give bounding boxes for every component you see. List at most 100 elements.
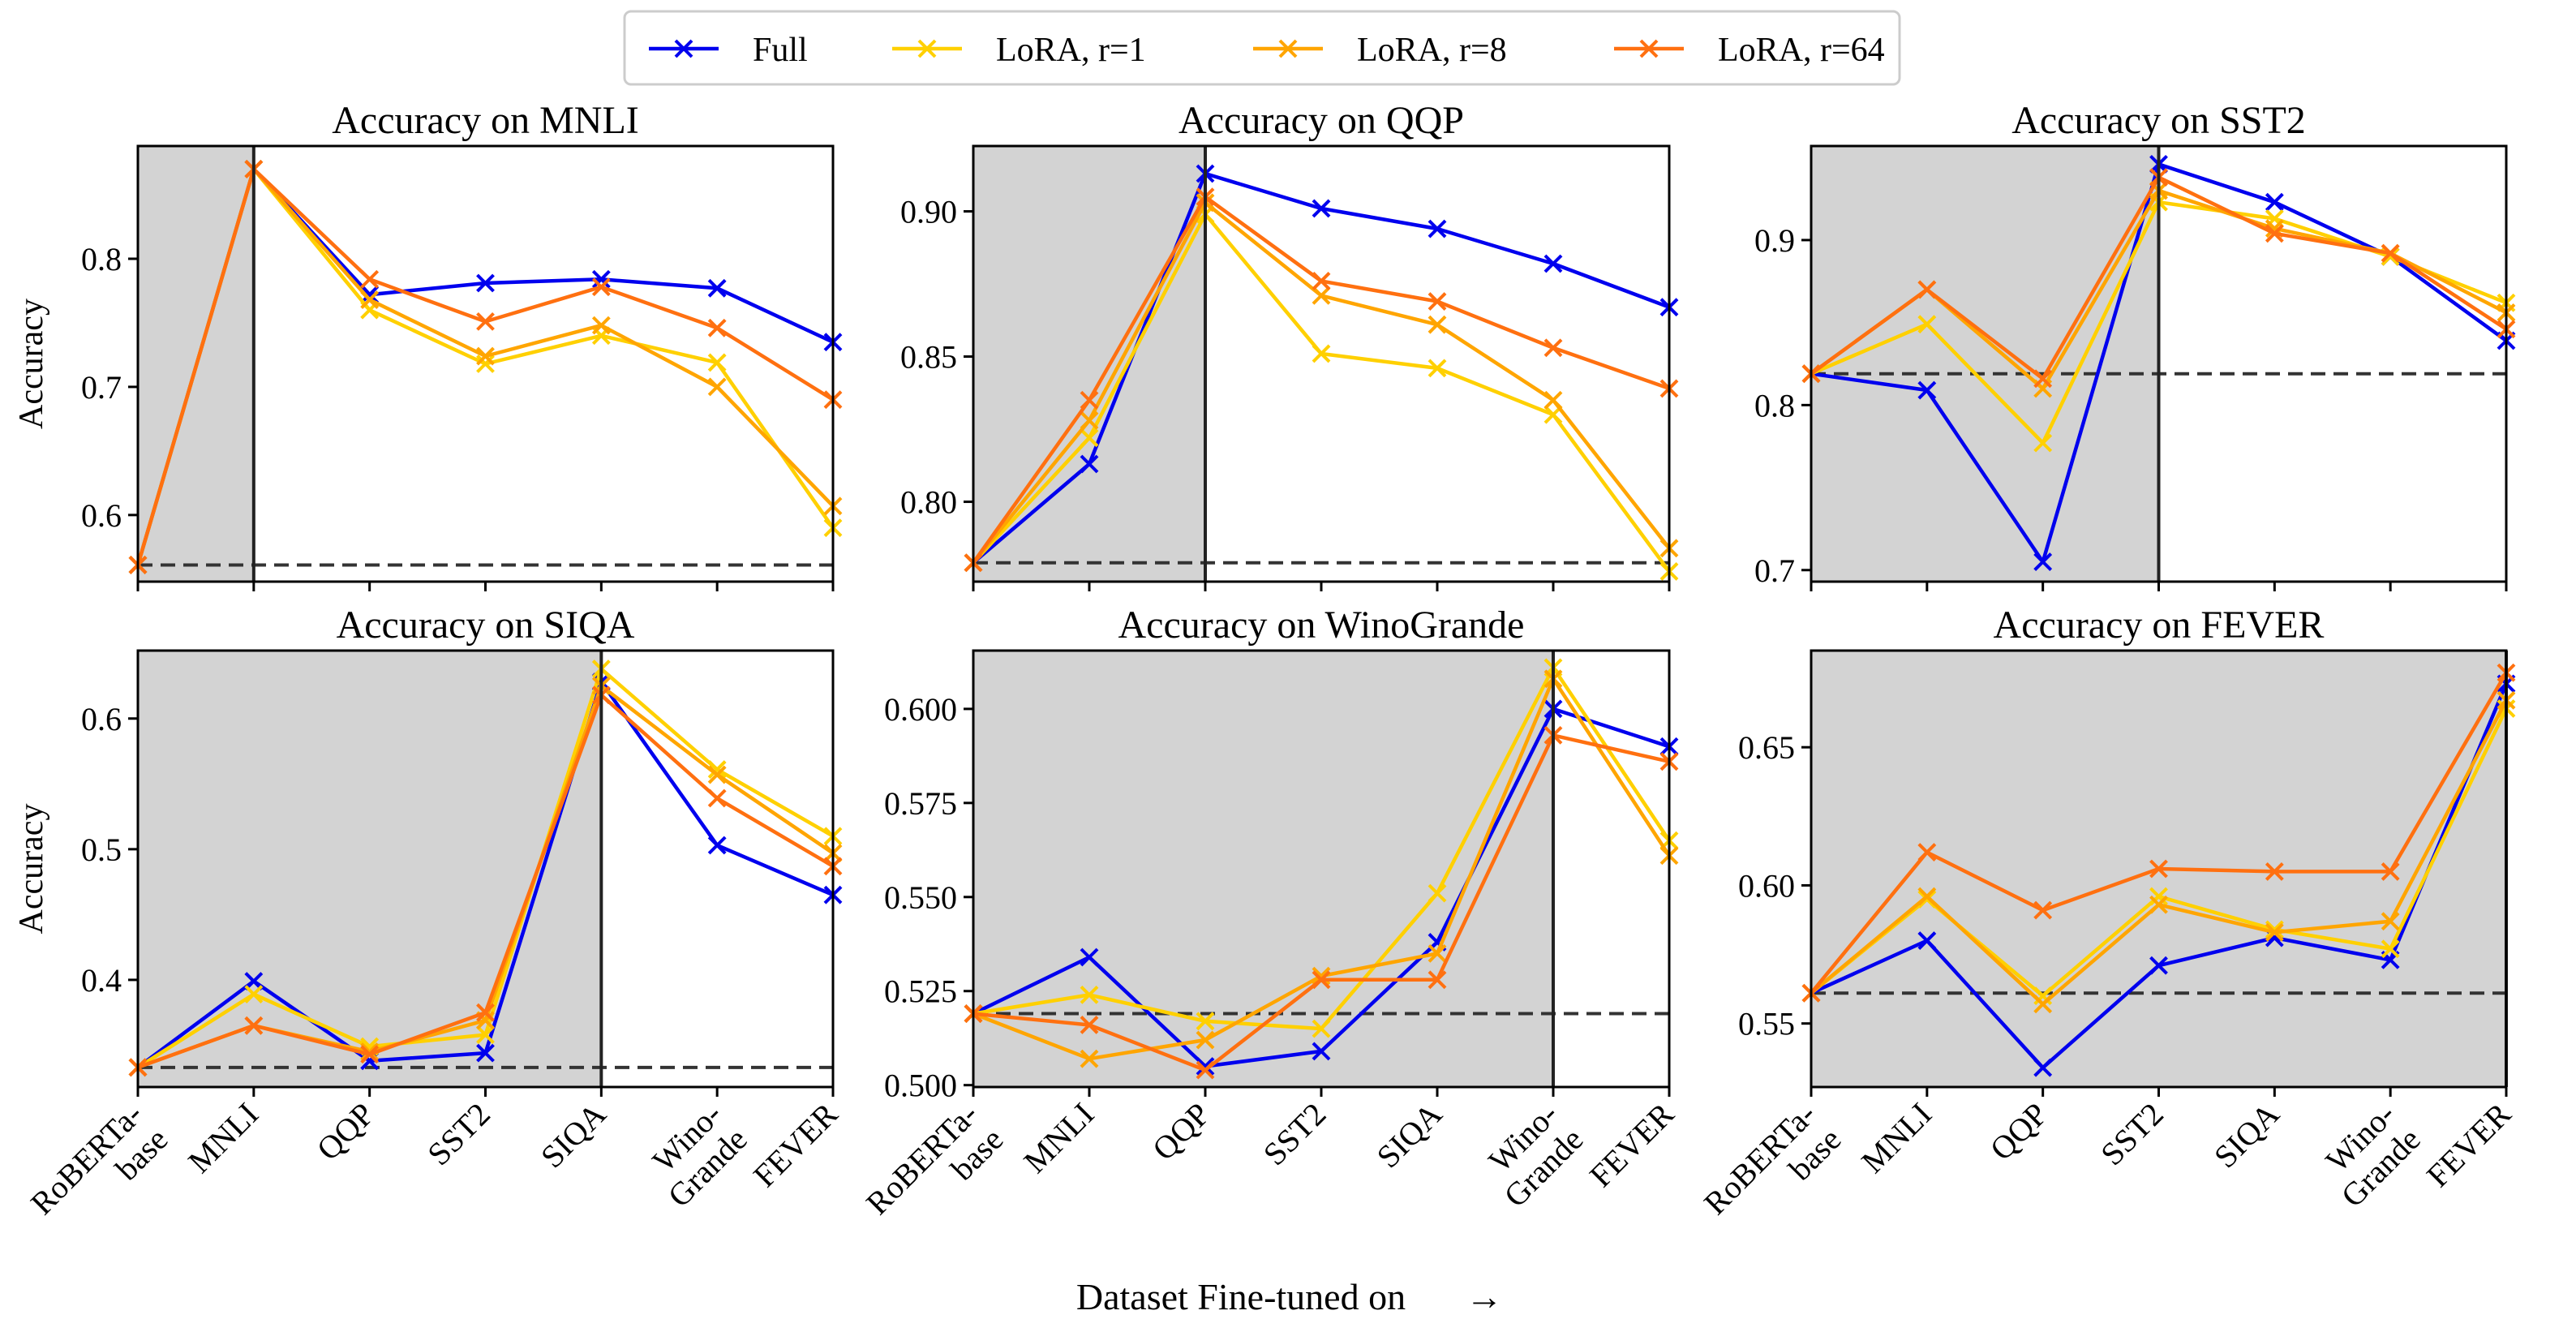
x-tick-label: SIQA bbox=[1370, 1095, 1449, 1175]
data-point bbox=[360, 290, 380, 309]
legend: Full LoRA, r=1 LoRA, r=8 LoRA, r=64 bbox=[623, 10, 1901, 86]
data-point bbox=[2033, 369, 2053, 389]
data-point bbox=[1196, 1030, 1215, 1050]
data-point bbox=[591, 277, 611, 297]
y-tick-label: 0.7 bbox=[81, 369, 122, 406]
data-point bbox=[1917, 280, 1937, 299]
data-point bbox=[1196, 1012, 1215, 1031]
y-tick-label: 0.6 bbox=[81, 701, 122, 737]
data-point bbox=[1917, 843, 1937, 862]
data-point bbox=[1312, 1042, 1331, 1061]
data-point bbox=[1080, 947, 1099, 967]
data-point bbox=[2033, 552, 2053, 572]
x-tick-label: SIQA bbox=[534, 1095, 613, 1175]
legend-items: Full LoRA, r=1 LoRA, r=8 LoRA, r=64 bbox=[649, 32, 1885, 69]
data-point bbox=[1080, 428, 1099, 448]
x-tick-label: SST2 bbox=[2093, 1096, 2170, 1173]
y-tick-label: 0.65 bbox=[1738, 729, 1795, 766]
data-point bbox=[591, 316, 611, 335]
data-point bbox=[707, 377, 727, 397]
data-point bbox=[2265, 224, 2284, 243]
y-tick-label: 0.8 bbox=[1754, 387, 1795, 423]
y-tick-label: 0.500 bbox=[884, 1068, 957, 1104]
y-tick-label: 0.6 bbox=[81, 497, 122, 534]
x-tick-label: FEVER bbox=[2419, 1095, 2518, 1194]
legend-entry: LoRA, r=8 bbox=[1253, 32, 1507, 69]
data-point bbox=[360, 1045, 380, 1064]
x-tick-label: RoBERTa-base bbox=[1697, 1096, 1848, 1248]
legend-entry: LoRA, r=1 bbox=[892, 32, 1146, 69]
y-tick-label: 0.600 bbox=[884, 691, 957, 728]
data-point bbox=[1080, 454, 1099, 474]
legend-marker bbox=[917, 39, 937, 58]
data-point bbox=[707, 788, 727, 808]
legend-label: LoRA, r=8 bbox=[1357, 32, 1507, 69]
panel-2: 0.80 0.85 0.90 Accuracy on QQP bbox=[900, 99, 1679, 591]
data-point bbox=[2381, 862, 2400, 881]
data-point bbox=[476, 354, 495, 373]
y-tick-label: 0.525 bbox=[884, 973, 957, 1010]
data-point bbox=[1196, 1060, 1215, 1080]
data-point bbox=[1428, 883, 1447, 903]
xlabel-arrow: → bbox=[1466, 1276, 1503, 1317]
data-point bbox=[1543, 254, 1563, 273]
panel-title: Accuracy on FEVER bbox=[1994, 604, 2325, 647]
data-point bbox=[2149, 956, 2168, 975]
data-point bbox=[244, 1016, 264, 1035]
data-point bbox=[1917, 315, 1937, 334]
x-tick-label: MNLI bbox=[1854, 1096, 1938, 1180]
data-point bbox=[2033, 433, 2053, 453]
data-point bbox=[1080, 1049, 1099, 1068]
x-tick-label: RoBERTa-base bbox=[24, 1096, 175, 1248]
x-tick-label: Wino-Grande bbox=[1471, 1096, 1590, 1214]
data-point bbox=[1917, 380, 1937, 400]
panel-3: 0.7 0.8 0.9 Accuracy on SST2 bbox=[1754, 99, 2516, 591]
shaded-region bbox=[138, 651, 602, 1087]
y-tick-label: 0.575 bbox=[884, 785, 957, 822]
x-tick-label: MNLI bbox=[181, 1096, 265, 1180]
y-tick-label: 0.8 bbox=[81, 241, 122, 277]
data-point bbox=[476, 1003, 495, 1022]
data-point bbox=[1312, 286, 1331, 305]
data-point bbox=[1543, 390, 1563, 410]
data-point bbox=[476, 346, 495, 366]
y-axis-label: Accuracy bbox=[13, 804, 50, 935]
x-tick-label: QQP bbox=[310, 1096, 381, 1167]
data-point bbox=[1080, 410, 1099, 430]
data-point bbox=[1428, 359, 1447, 378]
data-point bbox=[360, 1042, 380, 1061]
legend-entry: LoRA, r=64 bbox=[1614, 32, 1885, 69]
data-point bbox=[1080, 390, 1099, 410]
panel-6: 0.55 0.60 0.65 RoBERTa-base MNLI QQP SST2 SIQA W… bbox=[1697, 604, 2518, 1248]
data-point bbox=[2381, 939, 2400, 959]
data-point bbox=[707, 278, 727, 298]
data-point bbox=[1312, 344, 1331, 363]
data-point bbox=[1312, 199, 1331, 218]
x-tick-label: Wino-Grande bbox=[635, 1096, 753, 1214]
data-point bbox=[1312, 970, 1331, 990]
x-tick-label: SST2 bbox=[420, 1096, 497, 1173]
data-point bbox=[2149, 895, 2168, 914]
data-point bbox=[2149, 859, 2168, 879]
data-point bbox=[1917, 890, 1937, 909]
x-tick-label: SST2 bbox=[1256, 1096, 1333, 1173]
data-point bbox=[2265, 192, 2284, 212]
data-point bbox=[1428, 970, 1447, 990]
panel-1: 0.6 0.7 0.8 Accuracy on MNLI Accuracy bbox=[13, 99, 843, 591]
data-point bbox=[707, 765, 727, 784]
data-point bbox=[2033, 995, 2053, 1014]
data-point bbox=[1917, 887, 1937, 906]
legend-marker bbox=[1278, 39, 1298, 58]
xlabel: Dataset Fine-tuned on bbox=[1076, 1276, 1406, 1317]
panel-title: Accuracy on MNLI bbox=[332, 99, 639, 142]
data-point bbox=[2265, 920, 2284, 939]
data-point bbox=[1196, 1057, 1215, 1076]
data-point bbox=[476, 1025, 495, 1044]
data-point bbox=[1312, 1019, 1331, 1038]
y-tick-label: 0.85 bbox=[900, 339, 957, 376]
panel-4: 0.4 0.5 0.6 RoBERTa-base MNLI QQP SST2 SIQA Wino… bbox=[13, 604, 845, 1248]
legend-marker bbox=[674, 39, 693, 58]
data-point bbox=[2033, 1058, 2053, 1077]
data-point bbox=[707, 760, 727, 779]
